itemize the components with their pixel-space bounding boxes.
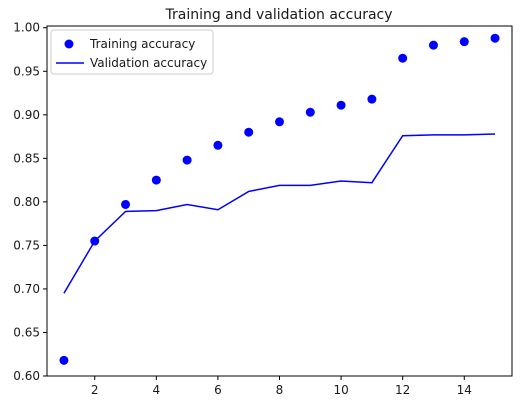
training-point (459, 37, 469, 47)
series-layer (59, 33, 500, 365)
y-tick-label: 0.70 (13, 282, 40, 296)
legend-marker-training (64, 39, 74, 49)
training-point (490, 33, 500, 43)
training-point (182, 155, 192, 165)
training-point (275, 117, 284, 127)
series-line-validation (63, 133, 496, 294)
training-point (151, 175, 161, 185)
x-tick-label: 8 (276, 383, 284, 397)
y-axis: 0.60 0.65 0.70 0.75 0.80 0.85 0.90 0.95 1.00 (13, 21, 47, 383)
y-tick-label: 1.00 (13, 21, 40, 35)
training-point (121, 199, 131, 209)
x-axis: 2 4 6 8 10 12 14 (91, 376, 472, 397)
chart-title: Training and validation accuracy (164, 7, 392, 23)
x-tick-label: 14 (457, 383, 472, 397)
y-tick-label: 0.65 (13, 325, 40, 339)
training-point (244, 127, 254, 137)
y-tick-label: 0.85 (13, 151, 40, 165)
training-point (305, 107, 315, 117)
y-tick-label: 0.60 (13, 369, 40, 383)
training-point (59, 355, 69, 365)
x-tick-label: 12 (395, 383, 410, 397)
training-point (398, 53, 408, 63)
y-tick-label: 0.95 (13, 64, 40, 78)
y-tick-label: 0.90 (13, 108, 40, 122)
y-tick-label: 0.75 (13, 238, 40, 252)
x-tick-label: 6 (214, 383, 222, 397)
legend: Training accuracy Validation accuracy (50, 29, 214, 75)
x-tick-label: 10 (333, 383, 348, 397)
training-point (428, 40, 438, 50)
training-point (367, 94, 377, 104)
legend-label-training: Training accuracy (89, 37, 195, 51)
training-point (336, 100, 346, 110)
x-tick-label: 4 (153, 383, 161, 397)
legend-label-validation: Validation accuracy (90, 56, 207, 70)
legend-box (50, 29, 214, 75)
x-tick-label: 2 (91, 383, 99, 397)
training-point (213, 140, 223, 150)
y-tick-label: 0.80 (13, 195, 40, 209)
plot-area-frame (46, 25, 513, 377)
